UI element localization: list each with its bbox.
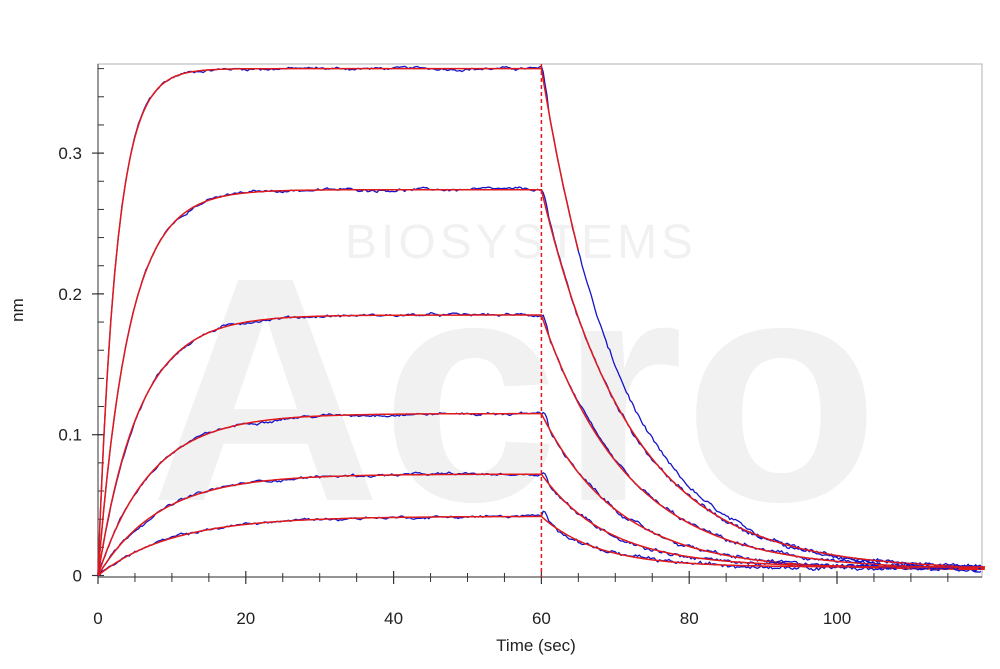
- y-tick-label: 0.3: [58, 144, 82, 163]
- x-tick-label: 40: [384, 609, 403, 628]
- watermark-subtitle: BIOSYSTEMS: [345, 216, 697, 269]
- y-tick-label: 0.1: [58, 426, 82, 445]
- y-tick-label: 0: [73, 567, 82, 586]
- y-tick-label: 0.2: [58, 285, 82, 304]
- x-tick-label: 0: [93, 609, 102, 628]
- x-tick-label: 100: [823, 609, 851, 628]
- y-axis-label: nm: [8, 298, 27, 322]
- fit-curve-1: [97, 67, 580, 576]
- measured-curve-1: [97, 65, 982, 576]
- fit-curve-2: [97, 188, 985, 576]
- measured-curve-3: [97, 311, 982, 577]
- fit-curve-3: [97, 314, 985, 576]
- x-tick-label: 20: [236, 609, 255, 628]
- watermark-logo: Acro: [150, 210, 879, 568]
- axes: 0 0.1 0.2 0.3 0 20 40 60 80 100: [58, 64, 982, 628]
- x-tick-label: 80: [680, 609, 699, 628]
- fit-curve-6: [97, 515, 985, 577]
- fit-curve-5: [97, 473, 985, 576]
- sensorgram-curves: [97, 65, 985, 577]
- x-axis-label: Time (sec): [496, 636, 576, 655]
- x-tick-label: 60: [532, 609, 551, 628]
- watermark: Acro BIOSYSTEMS: [150, 210, 879, 568]
